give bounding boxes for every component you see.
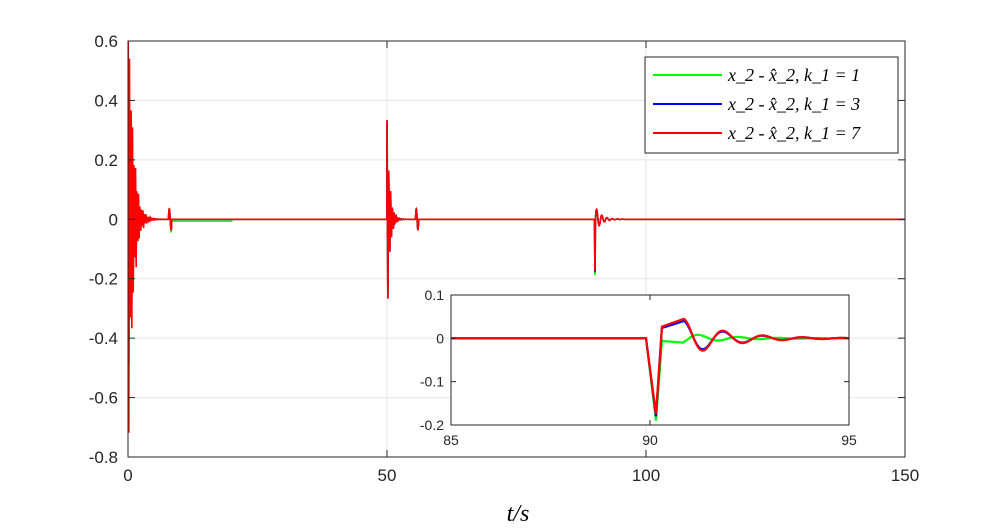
inset-y-tick-label: 0 xyxy=(436,330,444,346)
inset-series-lines xyxy=(451,317,849,421)
inset-y-tick-label: -0.2 xyxy=(420,417,444,433)
main-plot-frame xyxy=(127,40,906,458)
main-tick-labels: 0 50 100 150 0.6 0.4 0.2 0 -0.2 -0.4 -0.6 -0.8 xyxy=(89,32,919,485)
y-tick-label: -0.8 xyxy=(89,448,118,467)
legend: x_2 - x̂_2, k_1 = 1 x_2 - x̂_2, k_1 = 3 x_… xyxy=(644,56,899,154)
inset-y-tick-label: -0.1 xyxy=(420,374,444,390)
y-tick-label: 0.6 xyxy=(94,32,118,51)
y-tick-label: 0.4 xyxy=(94,91,118,110)
y-tick-label: 0 xyxy=(109,210,118,229)
inset-background xyxy=(451,295,849,425)
series-line-k7 xyxy=(128,41,905,433)
main-series-lines xyxy=(128,41,905,433)
inset-plot: 85 90 95 0.1 0 -0.1 -0.2 xyxy=(420,287,857,448)
y-tick-label: -0.6 xyxy=(89,389,118,408)
y-tick-label: 0.2 xyxy=(94,151,118,170)
inset-x-tick-label: 90 xyxy=(642,432,658,448)
x-tick-label: 150 xyxy=(891,466,919,485)
y-tick-label: -0.2 xyxy=(89,270,118,289)
y-tick-label: -0.4 xyxy=(89,329,118,348)
x-tick-label: 50 xyxy=(378,466,397,485)
inset-y-tick-label: 0.1 xyxy=(425,287,445,303)
inset-x-tick-label: 85 xyxy=(443,432,459,448)
legend-label: x_2 - x̂_2, k_1 = 3 xyxy=(727,94,860,114)
inset-series-line-k7 xyxy=(451,317,849,415)
legend-label: x_2 - x̂_2, k_1 = 7 xyxy=(727,123,861,143)
x-axis-label: t/s xyxy=(507,501,530,527)
legend-label: x_2 - x̂_2, k_1 = 1 xyxy=(727,65,860,85)
inset-tick-labels: 85 90 95 0.1 0 -0.1 -0.2 xyxy=(420,287,857,448)
inset-x-tick-label: 95 xyxy=(841,432,857,448)
x-tick-label: 100 xyxy=(632,466,660,485)
x-tick-label: 0 xyxy=(123,466,132,485)
